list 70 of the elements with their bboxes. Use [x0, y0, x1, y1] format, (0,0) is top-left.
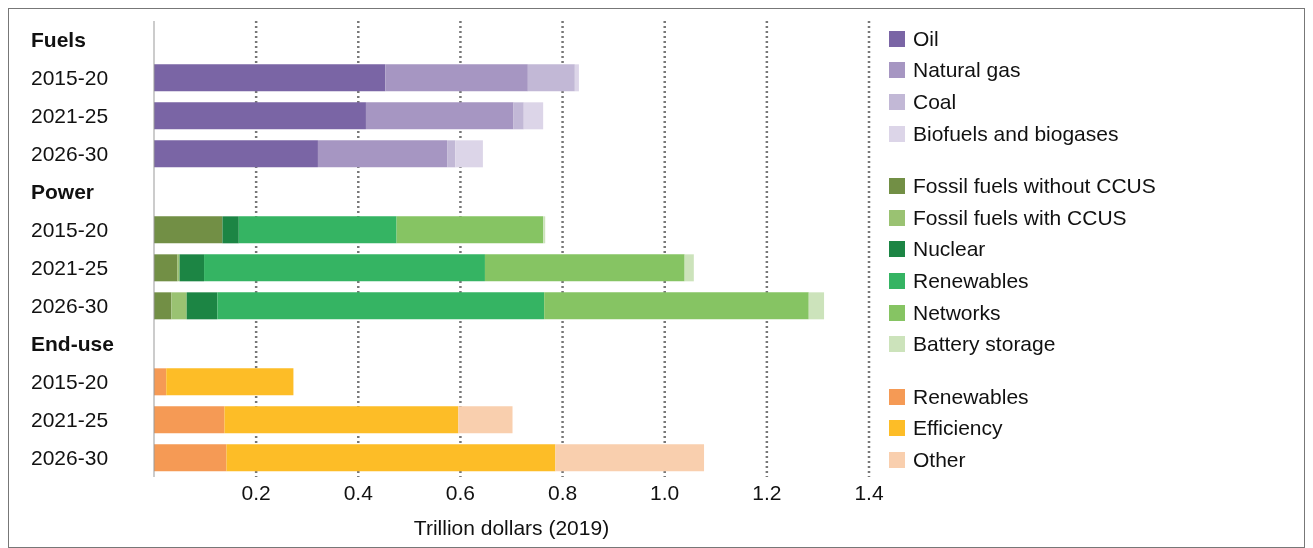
y-tick-label: 2021-25: [31, 408, 109, 431]
legend-label: Efficiency: [913, 416, 1003, 441]
bar: [177, 254, 180, 282]
bar: [154, 102, 366, 130]
bar: [555, 444, 705, 472]
bar: [396, 216, 544, 244]
bar: [154, 140, 318, 168]
bar: [204, 254, 485, 282]
bar: [217, 292, 545, 320]
legend-label: Biofuels and biogases: [913, 121, 1119, 146]
bar: [154, 368, 167, 396]
x-tick-label: 1.0: [650, 480, 680, 504]
bar: [447, 140, 456, 168]
bar: [154, 444, 227, 472]
legend-label: Renewables: [913, 268, 1029, 293]
y-tick-label: End-use: [31, 332, 114, 355]
legend-label: Fossil fuels without CCUS: [913, 174, 1156, 199]
bar: [238, 216, 397, 244]
bar: [523, 102, 544, 130]
y-tick-label: 2026-30: [31, 142, 109, 165]
bar: [154, 254, 178, 282]
legend-label: Coal: [913, 89, 957, 114]
legend-label: Battery storage: [913, 332, 1056, 357]
bar: [385, 64, 528, 92]
y-tick-label: 2021-25: [31, 104, 109, 127]
bar: [186, 292, 218, 320]
bar: [684, 254, 694, 282]
bar: [224, 406, 459, 434]
bar: [458, 406, 513, 434]
x-tick-label: 0.6: [445, 480, 476, 504]
bar: [543, 216, 546, 244]
bar: [365, 102, 514, 130]
legend-label: Natural gas: [913, 58, 1021, 83]
legend-label: Fossil fuels with CCUS: [913, 205, 1127, 230]
bar: [179, 254, 205, 282]
bar: [166, 368, 294, 396]
bar: [544, 292, 809, 320]
bar: [222, 216, 239, 244]
legend-label: Other: [913, 447, 966, 472]
y-tick-label: 2026-30: [31, 446, 109, 469]
bar: [317, 140, 448, 168]
bar: [455, 140, 483, 168]
bar: [171, 292, 187, 320]
bar: [154, 292, 172, 320]
bar: [513, 102, 524, 130]
bar: [154, 216, 223, 244]
x-tick-label: 0.2: [241, 480, 271, 504]
y-tick-label: 2015-20: [31, 66, 109, 89]
x-tick-label: 0.8: [547, 480, 578, 504]
y-tick-label: 2021-25: [31, 256, 109, 279]
legend-label: Oil: [913, 26, 939, 51]
x-tick-label: 0.4: [343, 480, 374, 504]
y-tick-label: 2015-20: [31, 370, 109, 393]
bar: [154, 406, 225, 434]
bar: [574, 64, 579, 92]
legend-label: Renewables: [913, 384, 1029, 409]
bar: [226, 444, 556, 472]
legend-label: Networks: [913, 300, 1001, 325]
legend-label: Nuclear: [913, 237, 986, 262]
bar: [527, 64, 575, 92]
bar: [154, 64, 386, 92]
bar: [484, 254, 685, 282]
x-axis-title: Trillion dollars (2019): [413, 516, 610, 539]
y-tick-label: 2015-20: [31, 218, 109, 241]
y-tick-label: Power: [31, 180, 95, 203]
x-tick-label: 1.4: [854, 480, 884, 504]
bar: [808, 292, 825, 320]
x-tick-label: 1.2: [752, 480, 782, 504]
y-tick-label: 2026-30: [31, 294, 109, 317]
y-tick-label: Fuels: [31, 28, 86, 51]
